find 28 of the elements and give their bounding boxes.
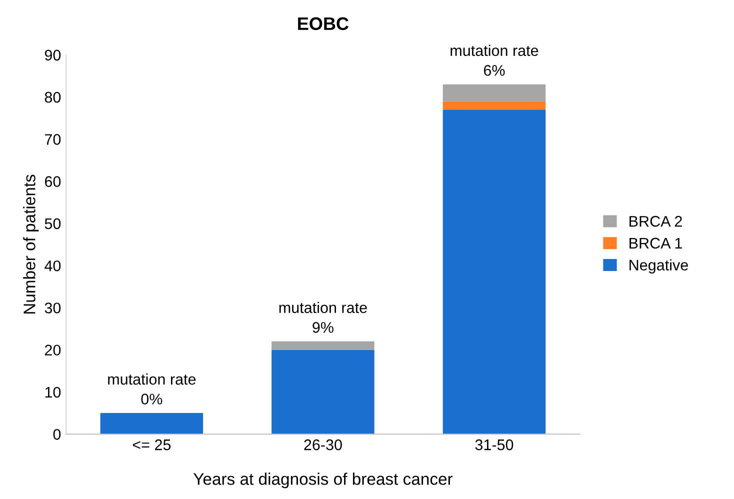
x-tick-label: 26-30 (304, 439, 342, 450)
y-tick-label: 40 (44, 260, 61, 272)
annotation: mutation rate 9% (279, 302, 367, 333)
y-tick-label: 60 (44, 176, 61, 187)
y-tick-label: 80 (44, 92, 61, 103)
y-tick-label: 30 (44, 302, 61, 314)
bar (442, 101, 546, 110)
annotation: mutation rate 0% (108, 373, 196, 404)
legend-label: BRCA 2 (630, 216, 682, 227)
bar (100, 413, 204, 434)
x-tick-label: 31-50 (475, 439, 514, 450)
x-axis-title: Years at diagnosis of breast cancer (193, 472, 453, 488)
legend-label: Negative (630, 259, 688, 274)
y-tick-label: 50 (44, 218, 61, 230)
legend-label: BRCA 1 (630, 238, 682, 249)
y-tick-label: 20 (44, 344, 61, 356)
x-tick-label: <= 25 (132, 439, 171, 450)
y-tick-label: 70 (44, 134, 61, 145)
bar (442, 84, 546, 102)
y-tick-label: 0 (53, 429, 61, 440)
y-tick-label: 10 (45, 386, 61, 398)
y-axis-title: Number of patients (23, 174, 39, 314)
bar (272, 341, 374, 350)
annotation: mutation rate 6% (450, 44, 538, 76)
bar (442, 110, 546, 434)
chart-title: EOBC (298, 17, 349, 30)
bar (272, 350, 374, 434)
y-tick-label: 90 (44, 50, 61, 61)
